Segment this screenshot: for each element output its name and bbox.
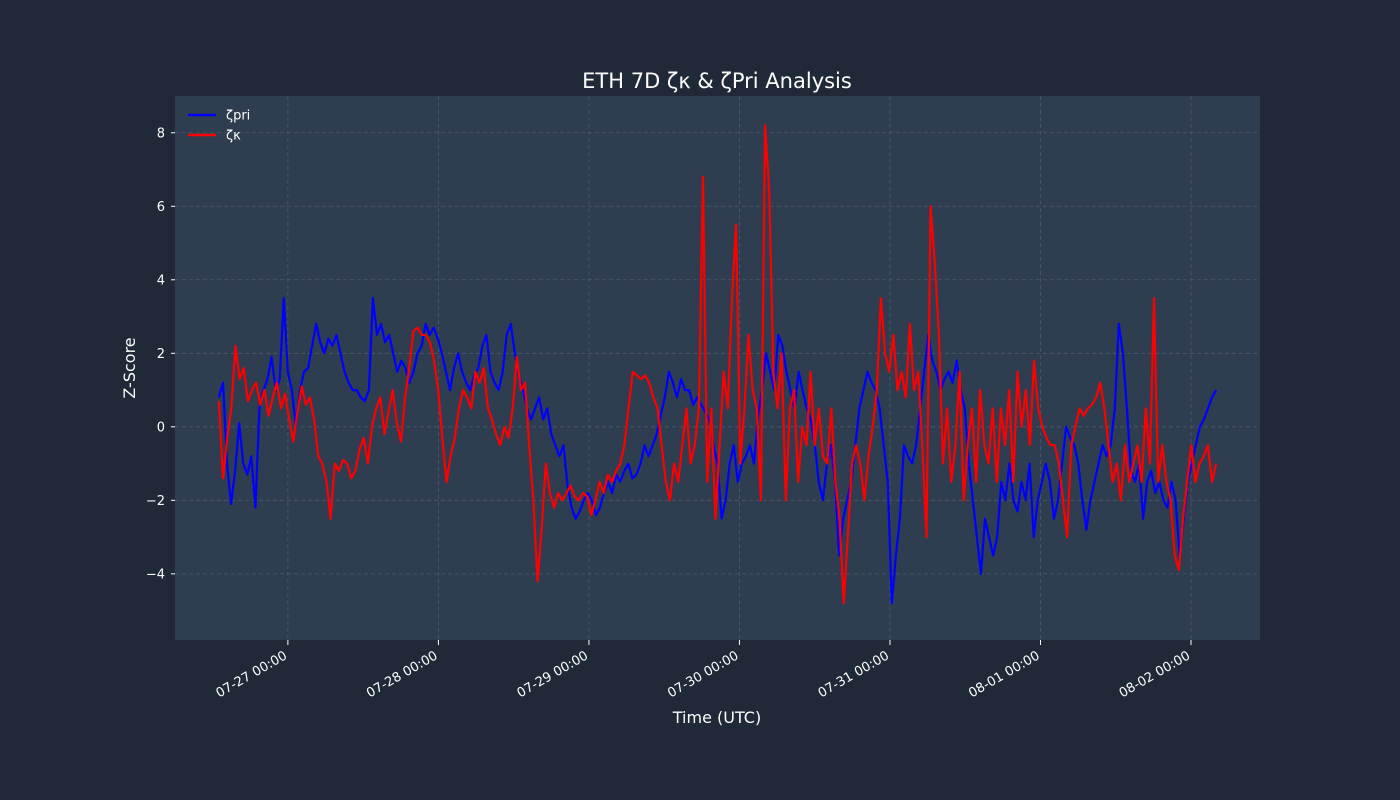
x-axis-title: Time (UTC) — [672, 708, 761, 727]
legend: ζpri ζκ — [188, 109, 250, 144]
legend-label: ζpri — [226, 109, 250, 124]
y-axis-title: Z-Score — [120, 337, 139, 398]
chart-title: ETH 7D ζκ & ζPri Analysis — [582, 69, 852, 93]
y-tick-label: 4 — [157, 273, 165, 288]
plot-area — [175, 96, 1260, 640]
y-tick-label: 6 — [157, 200, 165, 215]
y-tick-label: −2 — [146, 494, 165, 509]
y-tick-label: 8 — [157, 126, 165, 141]
legend-label: ζκ — [226, 129, 241, 144]
y-tick-label: 0 — [157, 420, 165, 435]
y-tick-label: −4 — [146, 567, 165, 582]
y-tick-label: 2 — [157, 347, 165, 362]
series-line — [217, 124, 1218, 605]
series-layer — [217, 124, 1218, 605]
